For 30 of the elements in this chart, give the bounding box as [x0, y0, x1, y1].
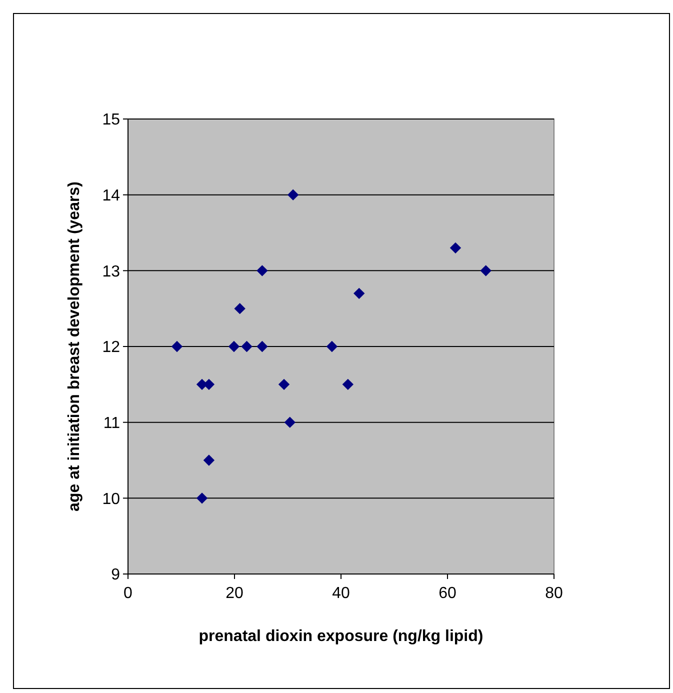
y-tick-label: 11: [103, 414, 120, 432]
point: [354, 288, 365, 300]
x-axis-title: prenatal dioxin exposure (ng/kg lipid): [198, 628, 484, 645]
y-tick-label: 15: [102, 112, 120, 129]
point: [228, 340, 240, 352]
point: [480, 265, 492, 276]
point: [196, 492, 208, 504]
point: [171, 340, 183, 352]
point: [241, 340, 252, 352]
x-tick-label: 80: [545, 585, 563, 602]
y-axis-title: age at initiation breast development (years): [66, 182, 83, 512]
point: [326, 340, 338, 352]
y-tick-label: 10: [102, 490, 120, 508]
point: [234, 302, 246, 314]
point: [287, 189, 299, 200]
y-tick-label: 12: [102, 339, 120, 356]
point: [278, 378, 290, 390]
x-tick-label: 20: [226, 585, 244, 602]
point: [256, 340, 268, 352]
point: [342, 378, 354, 390]
y-tick-label: 14: [102, 187, 120, 204]
point: [203, 454, 215, 466]
point: [256, 265, 268, 276]
x-tick-label: 60: [438, 585, 456, 602]
x-tick-label: 0: [124, 585, 133, 602]
point: [284, 416, 296, 428]
y-tick-label: 13: [102, 263, 120, 280]
point: [450, 242, 462, 254]
y-tick-label: 9: [111, 566, 120, 584]
x-tick-label: 40: [332, 585, 350, 602]
